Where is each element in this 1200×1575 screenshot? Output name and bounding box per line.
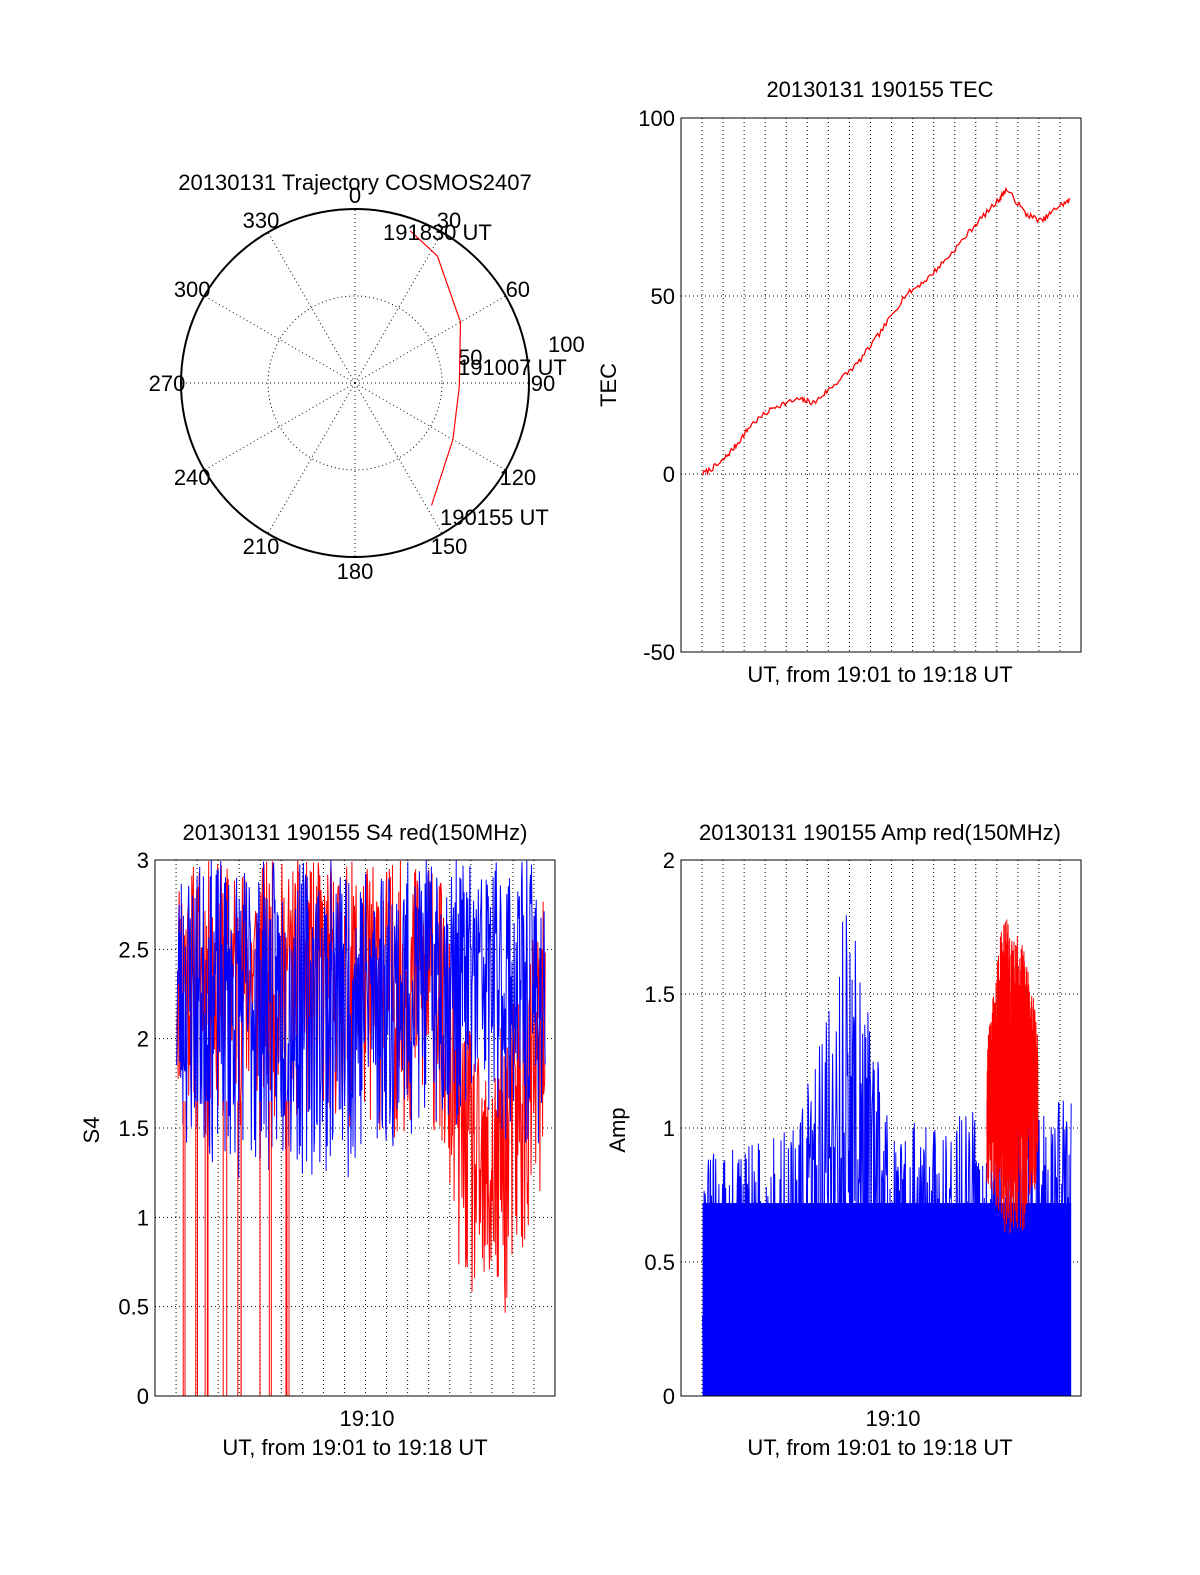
trajectory-mid-label: 191007 UT — [458, 355, 567, 380]
s4-y-tick-label: 2 — [137, 1027, 149, 1052]
s4-title: 20130131 190155 S4 red(150MHz) — [183, 820, 528, 845]
trajectory-polar-panel: 20130131 Trajectory COSMOS2407 0 30 60 90 12… — [149, 170, 585, 584]
polar-azimuth-label-330: 330 — [243, 208, 280, 233]
tec-panel: 20130131 190155 TEC -50 0 50 100 TEC UT, fr… — [596, 77, 1082, 687]
polar-spoke-60 — [354, 295, 506, 384]
s4-x-tick-label-1910: 19:10 — [339, 1406, 394, 1431]
s4-y-tick-labels: 0 0.5 1 1.5 2 2.5 3 — [118, 848, 149, 1409]
s4-series-1-line — [176, 860, 546, 1179]
amp-x-axis-label: UT, from 19:01 to 19:18 UT — [747, 1435, 1012, 1460]
polar-spokes — [181, 209, 529, 557]
polar-spoke-210 — [267, 382, 356, 534]
tec-series-line — [701, 186, 1071, 477]
polar-azimuth-label-30: 30 — [437, 208, 461, 233]
tec-y-tick-labels: -50 0 50 100 — [638, 106, 675, 665]
amp-y-axis-label: Amp — [605, 1107, 630, 1152]
polar-azimuth-label-0: 0 — [349, 183, 361, 208]
amp-y-tick-label: 1.5 — [644, 982, 675, 1007]
polar-azimuth-label-270: 270 — [149, 371, 186, 396]
amp-series-0-body — [702, 1203, 1072, 1396]
polar-azimuth-labels: 0 30 60 90 120 150 180 210 240 270 300 330 — [149, 183, 556, 584]
polar-azimuth-label-180: 180 — [337, 559, 374, 584]
polar-azimuth-label-240: 240 — [174, 465, 211, 490]
amp-y-tick-label: 0.5 — [644, 1250, 675, 1275]
polar-spoke-300 — [204, 295, 356, 384]
trajectory-end-label: 191830 UT — [383, 220, 492, 245]
polar-azimuth-label-60: 60 — [506, 277, 530, 302]
tec-x-axis-label: UT, from 19:01 to 19:18 UT — [747, 662, 1012, 687]
tec-frame — [680, 117, 1082, 653]
tec-title: 20130131 190155 TEC — [766, 77, 993, 102]
tec-y-tick-label: 100 — [638, 106, 675, 131]
tec-y-tick-label: 0 — [663, 462, 675, 487]
polar-spoke-150 — [354, 382, 443, 534]
tec-y-tick-label: -50 — [643, 640, 675, 665]
s4-series-group — [176, 860, 546, 1396]
polar-azimuth-label-150: 150 — [431, 534, 468, 559]
s4-y-tick-label: 1.5 — [118, 1116, 149, 1141]
amp-panel: 20130131 190155 Amp red(150MHz) 0 0.5 1 1.5… — [605, 820, 1082, 1460]
polar-title: 20130131 Trajectory COSMOS2407 — [178, 170, 531, 195]
amp-y-tick-label: 0 — [663, 1384, 675, 1409]
amp-y-tick-label: 2 — [663, 848, 675, 873]
polar-spoke-120 — [354, 382, 506, 471]
trajectory-start-label: 190155 UT — [440, 505, 549, 530]
polar-radius-label-100: 100 — [548, 332, 585, 357]
s4-y-axis-label: S4 — [79, 1117, 104, 1144]
polar-radius-label-50: 50 — [458, 345, 482, 370]
polar-azimuth-label-210: 210 — [243, 534, 280, 559]
s4-y-tick-label: 0 — [137, 1384, 149, 1409]
amp-title: 20130131 190155 Amp red(150MHz) — [699, 820, 1061, 845]
s4-y-tick-label: 3 — [137, 848, 149, 873]
polar-outer-circle — [180, 208, 530, 558]
s4-panel: 20130131 190155 S4 red(150MHz) 0 0.5 1 1.5 2… — [79, 820, 556, 1460]
amp-series-group — [702, 915, 1072, 1396]
polar-azimuth-label-120: 120 — [499, 465, 536, 490]
polar-azimuth-label-90: 90 — [531, 371, 555, 396]
s4-frame — [154, 859, 556, 1397]
amp-y-tick-label: 1 — [663, 1116, 675, 1141]
tec-y-axis-label: TEC — [596, 363, 621, 407]
tec-grid — [681, 118, 1081, 652]
s4-x-axis-label: UT, from 19:01 to 19:18 UT — [222, 1435, 487, 1460]
amp-x-tick-label-1910: 19:10 — [865, 1406, 920, 1431]
amp-y-tick-labels: 0 0.5 1 1.5 2 — [644, 848, 675, 1409]
polar-inner-circle — [267, 295, 443, 471]
s4-y-tick-label: 2.5 — [118, 937, 149, 962]
polar-azimuth-label-300: 300 — [174, 277, 211, 302]
amp-frame — [680, 859, 1082, 1397]
polar-spoke-330 — [267, 232, 356, 384]
polar-spoke-30 — [354, 232, 443, 384]
s4-y-tick-label: 0.5 — [118, 1295, 149, 1320]
s4-y-tick-label: 1 — [137, 1205, 149, 1230]
amp-series-1-line — [986, 919, 1039, 1234]
tec-y-tick-label: 50 — [651, 284, 675, 309]
polar-spoke-240 — [204, 382, 356, 471]
polar-trajectory-line — [409, 230, 462, 506]
